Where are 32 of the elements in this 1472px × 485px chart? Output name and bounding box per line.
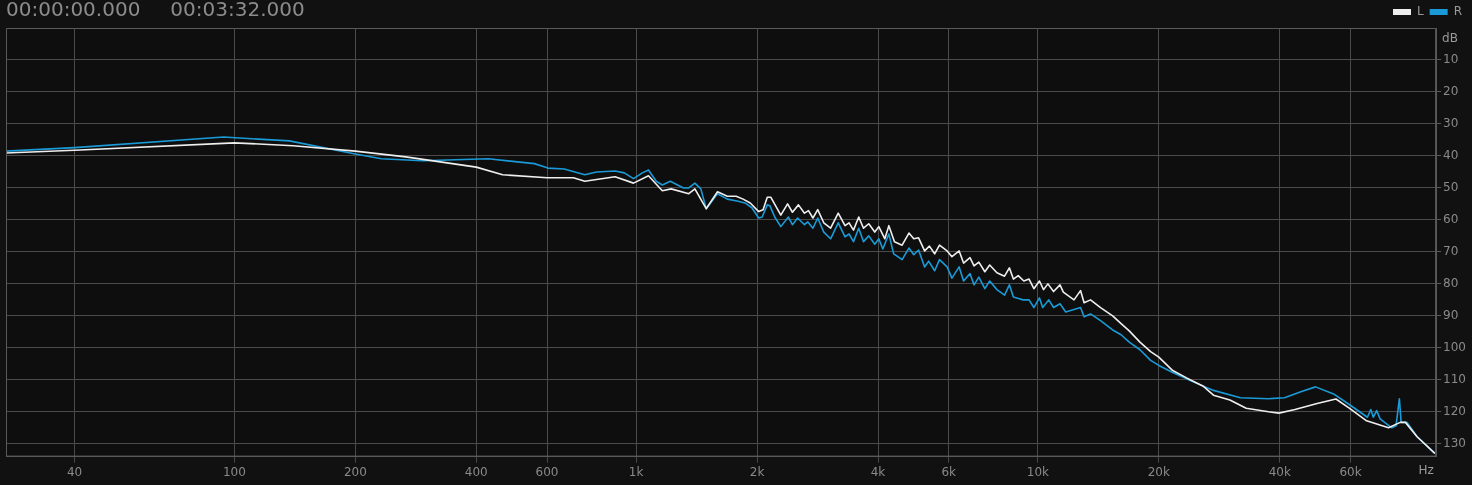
x-tick-label: 4k [870,464,886,479]
y-tick-label: 120 [1443,403,1466,418]
y-tick-label: 60 [1443,212,1459,227]
x-tick-label: 600 [535,464,559,479]
y-tick-label: 100 [1443,339,1466,354]
x-tick-label: 100 [222,464,246,479]
x-tick-label: 60k [1339,464,1362,479]
y-tick-label: 10 [1443,52,1459,67]
x-tick-label: 400 [464,464,488,479]
x-axis-title: Hz [1418,462,1434,477]
y-tick-label: 50 [1443,180,1459,195]
y-axis-title: dB [1442,31,1458,46]
x-tick-label: 40k [1268,464,1291,479]
x-tick-label: 6k [941,464,957,479]
y-tick-label: 110 [1443,371,1466,386]
y-tick-label: 30 [1443,116,1459,131]
y-tick-label: 80 [1443,276,1459,291]
y-tick-label: 70 [1443,244,1459,259]
x-tick-label: 2k [749,464,765,479]
text: 00:03:32.000 [170,0,305,22]
x-tick-label: 40 [66,464,83,479]
y-tick-label: 90 [1443,307,1459,322]
legend-label: R [1453,4,1463,19]
y-tick-label: 20 [1443,84,1459,99]
x-tick-label: 1k [628,464,644,479]
legend-label: L [1416,4,1424,19]
y-tick-label: 40 [1443,148,1459,163]
x-tick-label: 200 [343,464,367,479]
text: 00:00:00.000 [6,0,141,22]
y-tick-label: 130 [1443,435,1466,450]
x-tick-label: 10k [1026,464,1050,479]
x-tick-label: 20k [1147,464,1170,479]
